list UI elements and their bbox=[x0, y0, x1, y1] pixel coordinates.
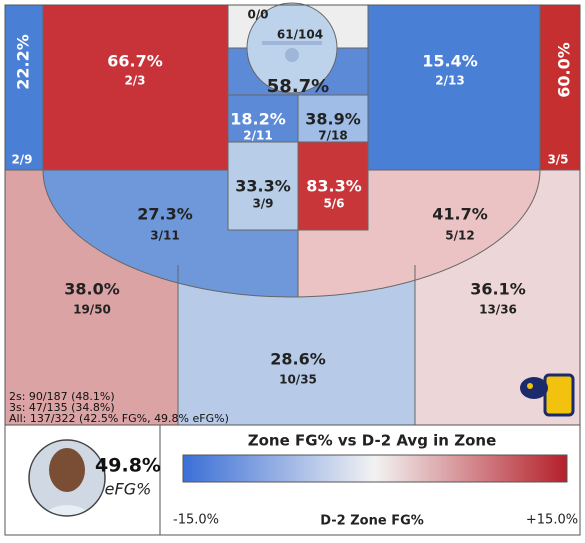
summary-line: All: 137/322 (42.5% FG%, 49.8% eFG%) bbox=[9, 412, 229, 425]
color-scale bbox=[182, 454, 568, 483]
efg-label: eFG% bbox=[105, 480, 152, 499]
three-point-arc bbox=[42, 169, 541, 298]
player-photo-border bbox=[28, 439, 106, 517]
zone-pct: 38.9% bbox=[305, 110, 361, 129]
zone-pct: 33.3% bbox=[235, 177, 291, 196]
backboard bbox=[262, 41, 322, 45]
zone-shots: 10/35 bbox=[279, 373, 317, 387]
zone bbox=[227, 94, 299, 143]
zone-pct: 83.3% bbox=[306, 177, 362, 196]
zone-shots: 3/5 bbox=[547, 153, 568, 167]
zone-pct: 36.1% bbox=[470, 280, 526, 299]
summary-line: 3s: 47/135 (34.8%) bbox=[9, 401, 115, 414]
legend-title: Zone FG% vs D-2 Avg in Zone bbox=[248, 432, 497, 450]
legend-min: -15.0% bbox=[173, 513, 219, 528]
zone-pct: 18.2% bbox=[230, 110, 286, 129]
zone-shots: 5/12 bbox=[445, 229, 474, 243]
zone-shots: 2/3 bbox=[124, 74, 145, 88]
zone-shots: 3/9 bbox=[252, 197, 273, 211]
zone-shots: 2/11 bbox=[243, 129, 272, 143]
zone-pct: 66.7% bbox=[107, 52, 163, 71]
zone-pct: 22.2% bbox=[14, 34, 33, 90]
zone-pct: 28.6% bbox=[270, 350, 326, 369]
zone-pct: 60.0% bbox=[555, 42, 574, 98]
zone bbox=[4, 4, 44, 171]
zone-pct: 58.7% bbox=[267, 76, 329, 97]
zone-shots: 13/36 bbox=[479, 303, 517, 317]
zone-pct: 41.7% bbox=[432, 205, 488, 224]
zone bbox=[367, 4, 541, 171]
zone-shots: 61/104 bbox=[277, 28, 323, 42]
legend-max: +15.0% bbox=[526, 513, 578, 528]
efg-value: 49.8% bbox=[95, 455, 161, 477]
zone-shots: 19/50 bbox=[73, 303, 111, 317]
zone-shots: 0/0 bbox=[247, 8, 268, 22]
court bbox=[4, 2, 581, 426]
player-photo bbox=[29, 440, 105, 516]
zone-shots: 3/11 bbox=[150, 229, 179, 243]
zone-shots: 2/9 bbox=[11, 153, 32, 167]
zone-shots: 2/13 bbox=[435, 74, 464, 88]
team-logo bbox=[520, 373, 575, 417]
zone-pct: 15.4% bbox=[422, 52, 478, 71]
zone-shots: 5/6 bbox=[323, 197, 344, 211]
zone-shots: 7/18 bbox=[318, 129, 347, 143]
zone bbox=[42, 4, 229, 171]
summary-line: 2s: 90/187 (48.1%) bbox=[9, 390, 115, 403]
zone bbox=[297, 141, 369, 231]
zone-pct: 38.0% bbox=[64, 280, 120, 299]
hoop bbox=[285, 48, 299, 62]
legend-axis-label: D-2 Zone FG% bbox=[320, 514, 424, 529]
zone bbox=[539, 4, 581, 171]
zone bbox=[297, 94, 369, 143]
zone-pct: 27.3% bbox=[137, 205, 193, 224]
